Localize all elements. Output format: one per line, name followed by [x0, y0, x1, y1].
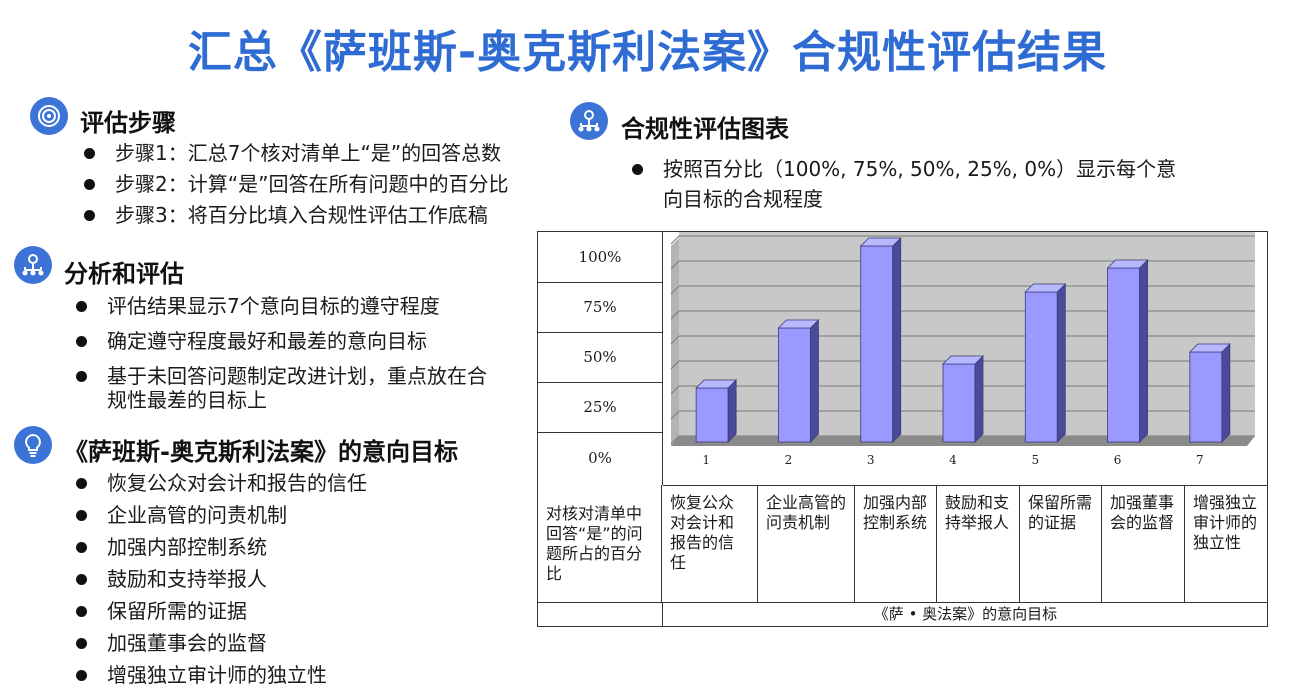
- bar-top: [777, 319, 820, 329]
- list-item: 恢复公众对会计和报告的信任: [74, 471, 504, 495]
- bar: [1107, 267, 1140, 443]
- list-item: 按照百分比（100%, 75%, 50%, 25%, 0%）显示每个意向目标的合…: [630, 154, 1190, 214]
- bar: [695, 387, 729, 443]
- network-icon: [570, 102, 608, 140]
- x-tick-label: 6: [1114, 453, 1122, 467]
- list-item: 评估结果显示7个意向目标的遵守程度: [74, 294, 504, 318]
- column-label-cell: 企业高管的问责机制: [758, 485, 855, 602]
- axis-label: 75%: [538, 282, 662, 333]
- bar-top: [1188, 343, 1231, 353]
- gridline: [670, 435, 680, 445]
- list-item: 保留所需的证据: [74, 599, 504, 623]
- analysis-list: 评估结果显示7个意向目标的遵守程度 确定遵守程度最好和最差的意向目标 基于未回答…: [74, 294, 504, 412]
- gridline: [670, 335, 680, 345]
- bar: [778, 327, 811, 443]
- axis-label: 100%: [538, 232, 662, 283]
- column-label-cell: 恢复公众对会计和报告的信任: [662, 485, 758, 602]
- bar-side: [810, 319, 819, 443]
- column-label-cell: 增强独立审计师的独立性: [1193, 493, 1258, 552]
- bar-chart: 1 2 3 4 5 6 7: [663, 232, 1267, 486]
- list-item: 加强内部控制系统: [74, 535, 504, 559]
- column-label-cell: 鼓励和支持举报人: [937, 485, 1020, 602]
- bar-side: [892, 237, 902, 443]
- list-item: 确定遵守程度最好和最差的意向目标: [74, 329, 504, 353]
- list-item: 企业高管的问责机制: [74, 503, 504, 527]
- list-item: 步骤1：汇总7个核对清单上“是”的回答总数: [82, 141, 542, 165]
- target-icon: [30, 97, 68, 135]
- gridline: [670, 410, 680, 420]
- column-label-cell: 加强内部控制系统: [855, 485, 937, 602]
- objectives-heading: 《萨班斯-奥克斯利法案》的意向目标: [64, 438, 458, 466]
- x-tick-label: 4: [949, 453, 957, 467]
- gridline: [670, 310, 680, 320]
- bulb-icon: [14, 426, 52, 464]
- objectives-row: 对核对清单中回答“是”的问题所占的百分比 恢复公众对会计和报告的信任 企业高管的…: [538, 485, 1267, 603]
- bar-side: [1139, 259, 1148, 443]
- column-label-cell: 加强董事会的监督: [1102, 485, 1185, 602]
- steps-list: 步骤1：汇总7个核对清单上“是”的回答总数 步骤2：计算“是”回答在所有问题中的…: [82, 141, 542, 227]
- list-item: 基于未回答问题制定改进计划，重点放在合规性最差的目标上: [74, 364, 504, 412]
- list-item: 加强董事会的监督: [74, 631, 504, 655]
- bar: [1024, 291, 1058, 443]
- row-header-cell: 对核对清单中回答“是”的问题所占的百分比: [538, 485, 662, 602]
- bar-top: [695, 379, 738, 389]
- bar-side: [1221, 343, 1231, 443]
- x-tick-label: 2: [785, 453, 793, 467]
- bar-top: [942, 355, 984, 365]
- plot-side-wall: [671, 238, 679, 446]
- x-tick-label: 7: [1196, 453, 1204, 467]
- network-icon: [14, 246, 52, 284]
- column-label-cell: 保留所需的证据: [1020, 485, 1102, 602]
- bar: [860, 245, 894, 443]
- bar-top: [1106, 259, 1149, 269]
- y-axis-labels: 100% 75% 50% 25% 0%: [538, 232, 663, 485]
- bar-top: [1024, 283, 1067, 293]
- list-item: 增强独立审计师的独立性: [74, 663, 504, 687]
- list-item: 步骤2：计算“是”回答在所有问题中的百分比: [82, 172, 542, 196]
- bar: [942, 363, 976, 443]
- bar-chart-svg: 1 2 3 4 5 6 7: [670, 232, 1255, 467]
- bar-side: [727, 379, 737, 443]
- bar-top: [859, 237, 902, 247]
- chart-section-heading: 合规性评估图表: [621, 115, 789, 143]
- axis-label: 50%: [538, 332, 662, 383]
- list-item: 鼓励和支持举报人: [74, 567, 504, 591]
- steps-heading: 评估步骤: [80, 109, 176, 137]
- table-footer: 《萨 • 奥法案》的意向目标: [662, 602, 1268, 626]
- bar: [1189, 351, 1223, 443]
- gridline: [670, 285, 680, 295]
- chart-section-list: 按照百分比（100%, 75%, 50%, 25%, 0%）显示每个意向目标的合…: [630, 154, 1190, 214]
- x-tick-label: 1: [702, 453, 710, 467]
- axis-label: 0%: [588, 449, 612, 467]
- x-tick-label: 5: [1031, 453, 1039, 467]
- list-item: 步骤3：将百分比填入合规性评估工作底稿: [82, 203, 542, 227]
- compliance-chart-table: 100% 75% 50% 25% 0% 1 2 3 4 5 6 7 对核对清单中回答“是”的…: [537, 231, 1268, 627]
- gridline: [670, 385, 680, 395]
- page-title: 汇总《萨班斯-奥克斯利法案》合规性评估结果: [187, 27, 1108, 78]
- analysis-heading: 分析和评估: [64, 260, 184, 288]
- bar-side: [1056, 283, 1066, 443]
- x-tick-label: 3: [867, 453, 875, 467]
- gridline: [670, 360, 680, 370]
- axis-label: 25%: [538, 382, 662, 433]
- objectives-list: 恢复公众对会计和报告的信任 企业高管的问责机制 加强内部控制系统 鼓励和支持举报…: [74, 471, 504, 687]
- gridline: [670, 260, 680, 270]
- gridline: [670, 235, 680, 245]
- bar-side: [974, 355, 984, 443]
